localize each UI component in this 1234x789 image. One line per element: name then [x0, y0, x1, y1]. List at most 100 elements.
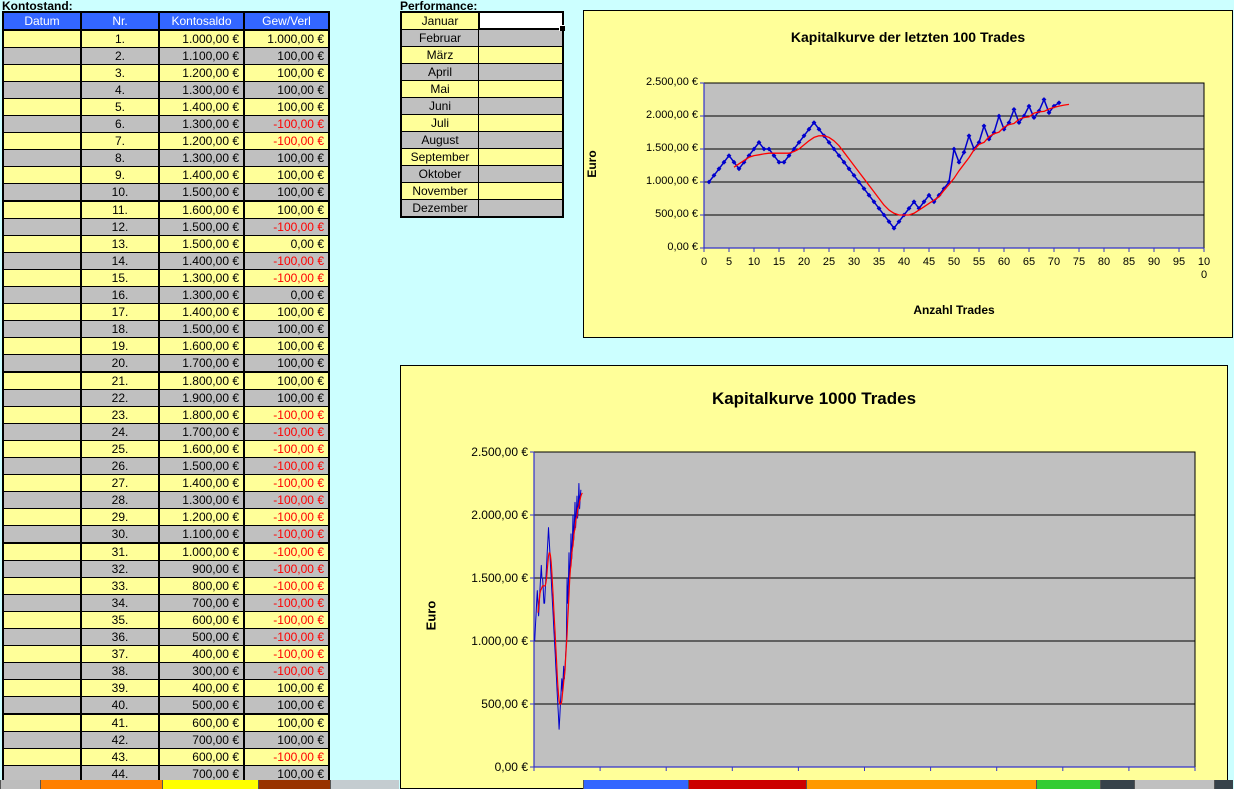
cell-kontosaldo[interactable]: 1.300,00 € [158, 491, 245, 509]
cell-gewverl[interactable]: 100,00 € [243, 696, 330, 715]
col-header-datum[interactable]: Datum [2, 11, 82, 31]
cell-kontosaldo[interactable]: 500,00 € [158, 696, 245, 715]
cell-kontosaldo[interactable]: 1.500,00 € [158, 235, 245, 253]
cell-kontosaldo[interactable]: 1.400,00 € [158, 98, 245, 116]
cell-kontosaldo[interactable]: 400,00 € [158, 645, 245, 663]
month-value-cell[interactable] [478, 148, 564, 166]
sheet-tab[interactable] [1214, 780, 1233, 789]
cell-gewverl[interactable]: 100,00 € [243, 81, 330, 99]
cell-kontosaldo[interactable]: 600,00 € [158, 713, 245, 732]
month-cell[interactable]: August [400, 131, 479, 149]
month-value-cell[interactable] [478, 63, 564, 81]
col-header-nr[interactable]: Nr. [80, 11, 160, 31]
cell-nr[interactable]: 8. [80, 149, 160, 167]
col-header-gewverl[interactable]: Gew/Verl [243, 11, 329, 31]
cell-datum[interactable] [2, 354, 82, 373]
cell-datum[interactable] [2, 542, 82, 561]
col-header-kontosaldo[interactable]: Kontosaldo [158, 11, 245, 31]
cell-gewverl[interactable]: -100,00 € [243, 440, 330, 458]
cell-datum[interactable] [2, 218, 82, 236]
cell-kontosaldo[interactable]: 1.200,00 € [158, 132, 245, 150]
cell-gewverl[interactable]: 100,00 € [243, 731, 330, 749]
cell-datum[interactable] [2, 81, 82, 99]
cell-gewverl[interactable]: -100,00 € [243, 560, 330, 578]
cell-datum[interactable] [2, 389, 82, 407]
cell-kontosaldo[interactable]: 500,00 € [158, 628, 245, 646]
cell-gewverl[interactable]: -100,00 € [243, 594, 330, 612]
cell-datum[interactable] [2, 29, 82, 48]
cell-datum[interactable] [2, 662, 82, 680]
month-cell[interactable]: Oktober [400, 165, 479, 183]
cell-kontosaldo[interactable]: 1.900,00 € [158, 389, 245, 407]
cell-nr[interactable]: 3. [80, 64, 160, 82]
cell-gewverl[interactable]: -100,00 € [243, 474, 330, 492]
cell-datum[interactable] [2, 303, 82, 321]
cell-nr[interactable]: 34. [80, 594, 160, 612]
cell-gewverl[interactable]: -100,00 € [243, 508, 330, 526]
cell-nr[interactable]: 30. [80, 525, 160, 544]
month-cell[interactable]: Juli [400, 114, 479, 132]
cell-nr[interactable]: 43. [80, 748, 160, 766]
sheet-tab[interactable] [330, 780, 399, 789]
cell-kontosaldo[interactable]: 1.500,00 € [158, 183, 245, 202]
cell-gewverl[interactable]: 100,00 € [243, 371, 330, 390]
cell-gewverl[interactable]: 100,00 € [243, 98, 330, 116]
cell-nr[interactable]: 26. [80, 457, 160, 475]
cell-nr[interactable]: 31. [80, 542, 160, 561]
month-value-cell[interactable] [478, 46, 564, 64]
sheet-tab[interactable] [1134, 780, 1215, 789]
chart-kapitalkurve-100-trades[interactable]: Kapitalkurve der letzten 100 Trades Euro… [583, 10, 1233, 338]
sheet-tab[interactable] [0, 780, 41, 789]
cell-kontosaldo[interactable]: 1.100,00 € [158, 47, 245, 65]
cell-gewverl[interactable]: -100,00 € [243, 269, 330, 287]
cell-nr[interactable]: 19. [80, 337, 160, 355]
cell-kontosaldo[interactable]: 1.200,00 € [158, 508, 245, 526]
cell-gewverl[interactable]: -100,00 € [243, 491, 330, 509]
cell-kontosaldo[interactable]: 1.800,00 € [158, 406, 245, 424]
cell-datum[interactable] [2, 508, 82, 526]
cell-nr[interactable]: 36. [80, 628, 160, 646]
cell-datum[interactable] [2, 748, 82, 766]
month-value-cell[interactable] [478, 131, 564, 149]
cell-gewverl[interactable]: -100,00 € [243, 252, 330, 270]
month-cell[interactable]: September [400, 148, 479, 166]
cell-gewverl[interactable]: -100,00 € [243, 525, 330, 544]
cell-nr[interactable]: 22. [80, 389, 160, 407]
cell-datum[interactable] [2, 474, 82, 492]
cell-kontosaldo[interactable]: 1.100,00 € [158, 525, 245, 544]
sheet-tab[interactable] [162, 780, 259, 789]
cell-nr[interactable]: 44. [80, 765, 160, 784]
cell-gewverl[interactable]: 100,00 € [243, 389, 330, 407]
cell-nr[interactable]: 41. [80, 713, 160, 732]
cell-kontosaldo[interactable]: 1.000,00 € [158, 29, 245, 48]
cell-kontosaldo[interactable]: 400,00 € [158, 679, 245, 697]
sheet-tab[interactable] [688, 780, 807, 789]
cell-kontosaldo[interactable]: 1.500,00 € [158, 457, 245, 475]
cell-kontosaldo[interactable]: 1.400,00 € [158, 303, 245, 321]
cell-kontosaldo[interactable]: 1.300,00 € [158, 269, 245, 287]
cell-kontosaldo[interactable]: 900,00 € [158, 560, 245, 578]
cell-kontosaldo[interactable]: 600,00 € [158, 611, 245, 629]
cell-datum[interactable] [2, 149, 82, 167]
cell-kontosaldo[interactable]: 1.500,00 € [158, 320, 245, 338]
cell-nr[interactable]: 21. [80, 371, 160, 390]
cell-gewverl[interactable]: 100,00 € [243, 337, 330, 355]
cell-nr[interactable]: 2. [80, 47, 160, 65]
cell-gewverl[interactable]: -100,00 € [243, 115, 330, 133]
month-value-cell[interactable] [478, 182, 564, 200]
cell-kontosaldo[interactable]: 1.700,00 € [158, 354, 245, 373]
month-value-cell[interactable] [478, 29, 564, 47]
cell-nr[interactable]: 24. [80, 423, 160, 441]
cell-datum[interactable] [2, 560, 82, 578]
cell-nr[interactable]: 5. [80, 98, 160, 116]
sheet-tab[interactable] [258, 780, 331, 789]
cell-nr[interactable]: 9. [80, 166, 160, 184]
cell-nr[interactable]: 16. [80, 286, 160, 304]
cell-kontosaldo[interactable]: 300,00 € [158, 662, 245, 680]
cell-nr[interactable]: 29. [80, 508, 160, 526]
month-cell[interactable]: Dezember [400, 199, 479, 218]
cell-gewverl[interactable]: -100,00 € [243, 748, 330, 766]
cell-nr[interactable]: 42. [80, 731, 160, 749]
cell-kontosaldo[interactable]: 1.600,00 € [158, 200, 245, 219]
cell-nr[interactable]: 33. [80, 577, 160, 595]
